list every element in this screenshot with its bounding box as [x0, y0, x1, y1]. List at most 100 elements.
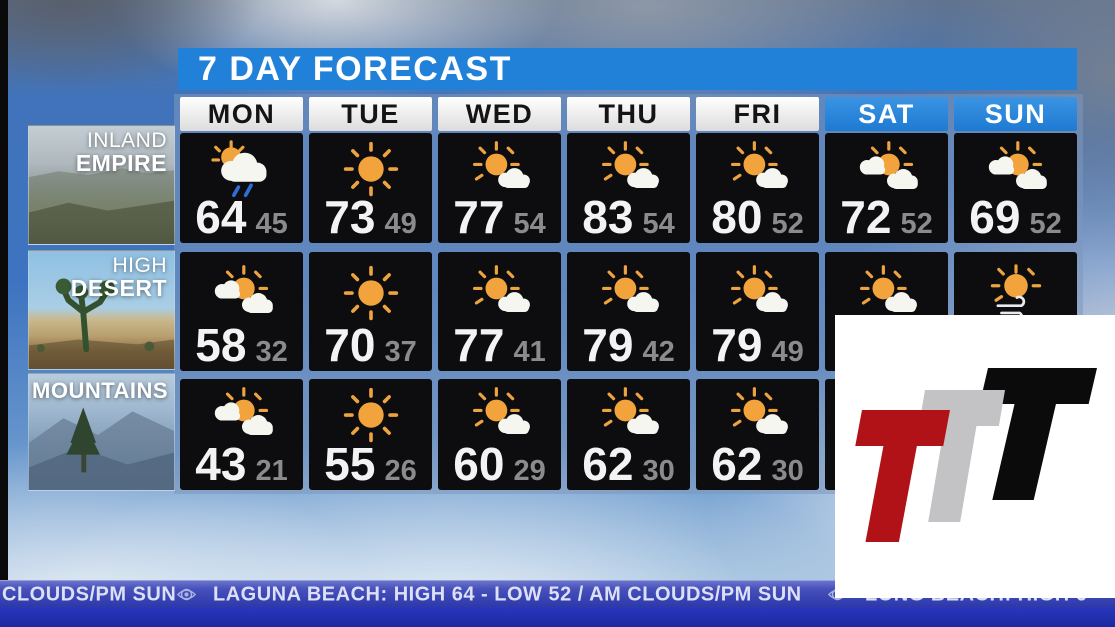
sunny-icon	[329, 140, 413, 198]
mostly-sunny-icon	[587, 386, 671, 444]
day-header-wed: WED	[438, 97, 561, 131]
station-logo-box	[835, 315, 1115, 598]
forecast-row-inland-empire: 64 45 73 49 77 54 83 54 80 52 72 52 69 52	[180, 133, 1077, 243]
mostly-sunny-icon	[458, 264, 542, 322]
high-temp: 73	[324, 191, 376, 243]
high-temp: 77	[453, 191, 505, 243]
low-temp: 30	[642, 455, 675, 487]
partly-cloudy-icon	[200, 264, 284, 322]
day-header-tue: TUE	[309, 97, 432, 131]
low-temp: 29	[513, 455, 546, 487]
sunny-icon	[329, 386, 413, 444]
high-temp: 77	[453, 319, 505, 371]
low-temp: 52	[900, 208, 933, 240]
forecast-cell-inland-empire-mon: 64 45	[180, 133, 303, 243]
high-temp: 60	[453, 438, 505, 490]
temps: 80 52	[711, 194, 803, 240]
forecast-cell-mountains-thu: 62 30	[567, 379, 690, 490]
temps: 55 26	[324, 441, 416, 487]
low-temp: 52	[771, 208, 804, 240]
windy-sun-icon	[974, 264, 1058, 322]
logo-letter-red	[855, 410, 950, 542]
forecast-row-high-desert: 58 32 70 37 77 41 79 42 79 49	[180, 252, 1077, 371]
forecast-cell-high-desert-tue: 70 37	[309, 252, 432, 371]
logo-letter-black	[979, 368, 1098, 500]
low-temp: 21	[255, 455, 288, 487]
forecast-cell-inland-empire-sun: 69 52	[954, 133, 1077, 243]
forecast-cell-inland-empire-thu: 83 54	[567, 133, 690, 243]
forecast-cell-high-desert-wed: 77 41	[438, 252, 561, 371]
forecast-cell-mountains-fri: 62 30	[696, 379, 819, 490]
sunny-icon	[329, 264, 413, 322]
forecast-cell-mountains-wed: 60 29	[438, 379, 561, 490]
rain-icon	[200, 140, 284, 198]
low-temp: 26	[384, 455, 417, 487]
mostly-sunny-icon	[587, 264, 671, 322]
high-temp: 43	[195, 438, 247, 490]
forecast-cell-high-desert-thu: 79 42	[567, 252, 690, 371]
low-temp: 32	[255, 336, 288, 368]
forecast-cell-mountains-tue: 55 26	[309, 379, 432, 490]
partly-cloudy-icon	[200, 386, 284, 444]
ttt-logo	[855, 368, 1098, 542]
mostly-sunny-icon	[845, 264, 929, 322]
partly-cloudy-icon	[974, 140, 1058, 198]
forecast-cell-high-desert-mon: 58 32	[180, 252, 303, 371]
ticker-item: CLOUDS/PM SUN	[2, 583, 177, 605]
temps: 77 54	[453, 194, 545, 240]
forecast-cell-mountains-mon: 43 21	[180, 379, 303, 490]
high-temp: 80	[711, 191, 763, 243]
high-temp: 72	[840, 191, 892, 243]
region-photo-high-desert: HIGH DESERT	[28, 250, 175, 370]
mostly-sunny-icon	[458, 140, 542, 198]
high-temp: 70	[324, 319, 376, 371]
high-temp: 62	[711, 438, 763, 490]
region-label-mountains: MOUNTAINS	[32, 380, 168, 402]
high-temp: 83	[582, 191, 634, 243]
day-header-fri: FRI	[696, 97, 819, 131]
temps: 72 52	[840, 194, 932, 240]
low-temp: 30	[771, 455, 804, 487]
high-temp: 79	[711, 319, 763, 371]
forecast-cell-inland-empire-fri: 80 52	[696, 133, 819, 243]
temps: 69 52	[969, 194, 1061, 240]
forecast-title: 7 DAY FORECAST	[198, 49, 512, 88]
high-temp: 58	[195, 319, 247, 371]
high-temp: 55	[324, 438, 376, 490]
region-label-line: MOUNTAINS	[32, 378, 169, 403]
region-label-high-desert: HIGH DESERT	[70, 254, 167, 301]
mostly-sunny-icon	[587, 140, 671, 198]
temps: 60 29	[453, 441, 545, 487]
low-temp: 54	[513, 208, 546, 240]
low-temp: 54	[642, 208, 675, 240]
temps: 58 32	[195, 322, 287, 368]
low-temp: 41	[513, 336, 546, 368]
mountain-graphic	[29, 407, 174, 490]
temps: 73 49	[324, 194, 416, 240]
low-temp: 45	[255, 208, 288, 240]
temps: 83 54	[582, 194, 674, 240]
region-label-line: HIGH	[112, 254, 167, 277]
low-temp: 42	[642, 336, 675, 368]
day-header-row: MON TUE WED THU FRI SAT SUN	[180, 97, 1077, 131]
day-header-sat: SAT	[825, 97, 948, 131]
mostly-sunny-icon	[458, 386, 542, 444]
region-label-line: INLAND	[86, 129, 167, 152]
temps: 43 21	[195, 441, 287, 487]
forecast-cell-high-desert-fri: 79 49	[696, 252, 819, 371]
valley-graphic	[29, 168, 174, 244]
temps: 70 37	[324, 322, 416, 368]
partly-cloudy-icon	[845, 140, 929, 198]
temps: 62 30	[711, 441, 803, 487]
high-temp: 79	[582, 319, 634, 371]
region-label-line: DESERT	[70, 274, 167, 301]
mostly-sunny-icon	[716, 386, 800, 444]
temps: 79 49	[711, 322, 803, 368]
logo-letter-gray	[918, 390, 1006, 522]
high-temp: 69	[969, 191, 1021, 243]
mostly-sunny-icon	[716, 264, 800, 322]
temps: 62 30	[582, 441, 674, 487]
forecast-cell-inland-empire-wed: 77 54	[438, 133, 561, 243]
high-temp: 62	[582, 438, 634, 490]
